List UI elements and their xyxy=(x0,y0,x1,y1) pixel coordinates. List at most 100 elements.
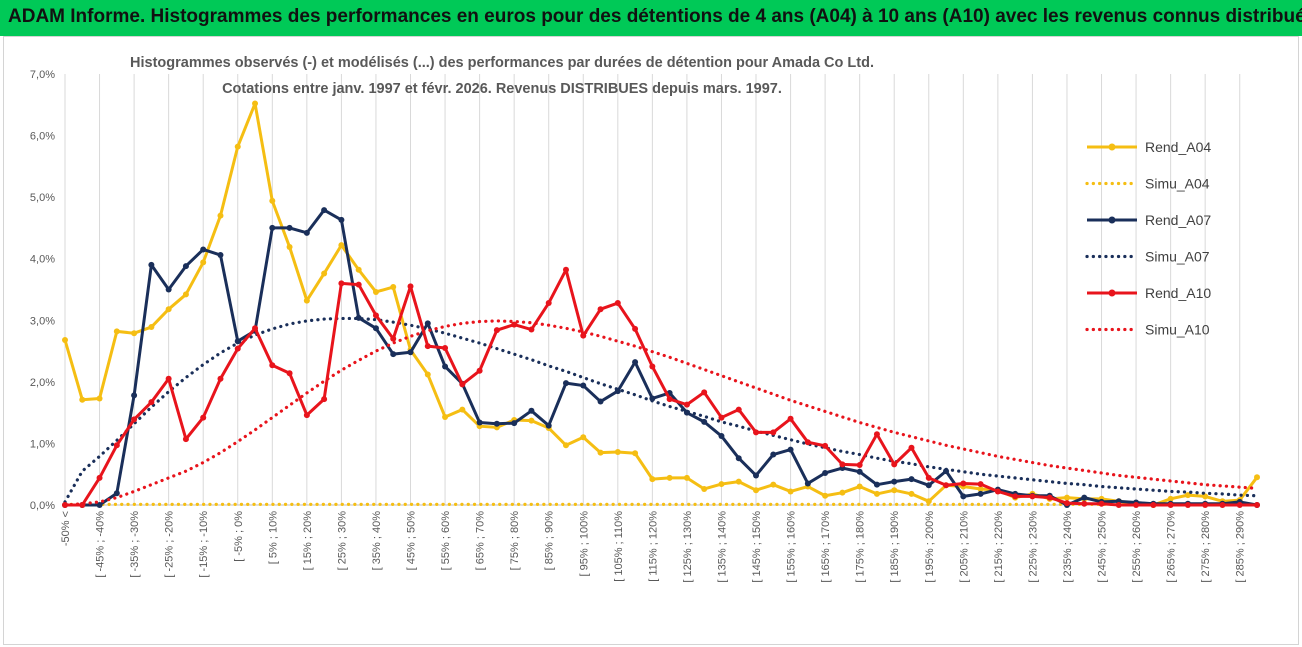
data-point-rend-a07 xyxy=(528,407,535,414)
data-point-rend-a07 xyxy=(580,382,587,389)
x-tick-label: [ 35% ; 40% xyxy=(371,511,383,571)
x-tick-label: [ 115% ; 120% xyxy=(647,511,659,582)
data-point-rend-a10 xyxy=(683,401,690,408)
x-tick-label: [ 45% ; 50% xyxy=(406,511,418,571)
data-point-rend-a10 xyxy=(424,343,431,350)
data-point-rend-a04 xyxy=(372,288,379,295)
data-point-rend-a10 xyxy=(597,306,604,313)
x-tick-label: [ -5% ; 0% xyxy=(233,511,245,562)
data-point-rend-a07 xyxy=(148,261,155,268)
data-point-rend-a10 xyxy=(718,414,725,421)
data-point-rend-a04 xyxy=(649,476,656,483)
data-point-rend-a04 xyxy=(873,490,880,497)
data-point-rend-a10 xyxy=(1150,502,1157,508)
data-point-rend-a04 xyxy=(753,487,760,494)
data-point-rend-a07 xyxy=(787,446,794,453)
data-point-rend-a10 xyxy=(960,480,967,487)
x-tick-label: -50% < xyxy=(60,511,72,546)
data-point-rend-a10 xyxy=(614,300,621,307)
data-point-rend-a10 xyxy=(511,321,518,328)
data-point-rend-a10 xyxy=(822,442,829,449)
x-tick-label: [ 175% ; 180% xyxy=(855,511,867,583)
data-point-rend-a04 xyxy=(1184,492,1191,499)
series-lines xyxy=(62,100,1260,508)
data-point-rend-a07 xyxy=(407,349,414,356)
data-point-rend-a04 xyxy=(908,490,915,497)
data-point-rend-a10 xyxy=(1254,502,1260,508)
x-tick-label: [ -35% ; -30% xyxy=(129,511,141,578)
data-point-rend-a04 xyxy=(286,244,293,251)
data-point-rend-a04 xyxy=(390,284,397,291)
data-point-rend-a07 xyxy=(269,224,276,231)
data-point-rend-a04 xyxy=(632,450,639,457)
x-tick-label: [ 255% ; 260% xyxy=(1131,511,1143,583)
data-point-rend-a04 xyxy=(925,498,932,505)
data-point-rend-a10 xyxy=(459,381,466,388)
data-point-rend-a07 xyxy=(873,481,880,488)
data-point-rend-a07 xyxy=(822,469,829,476)
x-tick-label: [ 185% ; 190% xyxy=(889,511,901,583)
data-point-rend-a07 xyxy=(960,493,967,500)
legend-marker-rend-a07 xyxy=(1108,216,1116,224)
data-point-rend-a10 xyxy=(217,375,224,382)
x-tick-label: [ 245% ; 250% xyxy=(1097,511,1109,583)
legend-marker-rend-a10 xyxy=(1108,289,1116,297)
data-point-rend-a10 xyxy=(1063,500,1070,507)
data-point-rend-a04 xyxy=(321,270,328,277)
data-point-rend-a07 xyxy=(925,482,932,489)
data-point-rend-a04 xyxy=(770,481,777,488)
data-point-rend-a04 xyxy=(718,481,725,488)
data-point-rend-a07 xyxy=(770,451,777,458)
data-point-rend-a07 xyxy=(476,419,483,426)
data-point-rend-a10 xyxy=(1167,502,1174,508)
data-point-rend-a04 xyxy=(131,330,138,337)
data-point-rend-a10 xyxy=(1219,502,1226,508)
data-point-rend-a07 xyxy=(545,422,552,429)
x-tick-label: [ 75% ; 80% xyxy=(509,511,521,571)
data-point-rend-a07 xyxy=(753,472,760,479)
data-point-rend-a10 xyxy=(148,399,155,406)
legend-label-simu-a10: Simu_A10 xyxy=(1145,322,1210,338)
x-tick-label: [ 65% ; 70% xyxy=(475,511,487,571)
data-point-rend-a10 xyxy=(182,436,189,443)
data-point-rend-a04 xyxy=(839,489,846,496)
data-point-rend-a10 xyxy=(355,281,362,288)
data-point-rend-a04 xyxy=(442,413,449,420)
data-point-rend-a10 xyxy=(908,444,915,451)
y-tick-label: 5,0% xyxy=(30,192,55,204)
data-point-rend-a10 xyxy=(1046,494,1053,501)
data-point-rend-a04 xyxy=(614,449,621,456)
data-point-rend-a10 xyxy=(96,474,103,481)
data-point-rend-a07 xyxy=(96,502,103,508)
data-point-rend-a10 xyxy=(1184,502,1191,508)
data-point-rend-a07 xyxy=(735,455,742,462)
data-point-rend-a10 xyxy=(701,389,708,396)
x-tick-label: [ 145% ; 150% xyxy=(751,511,763,583)
data-point-rend-a04 xyxy=(683,474,690,481)
x-tick-label: [ 165% ; 170% xyxy=(820,511,832,583)
data-point-rend-a04 xyxy=(787,488,794,495)
data-point-rend-a10 xyxy=(1029,493,1036,500)
y-tick-label: 0,0% xyxy=(30,500,55,512)
data-point-rend-a04 xyxy=(355,266,362,273)
x-tick-label: [ -45% ; -40% xyxy=(95,511,107,578)
performance-histogram-chart: 0,0% 1,0% 2,0% 3,0% 4,0% 5,0% 6,0% 7,0% -50% < [ … xyxy=(30,55,1260,583)
data-point-rend-a07 xyxy=(286,224,293,231)
data-point-rend-a04 xyxy=(1202,493,1209,500)
data-point-rend-a04 xyxy=(1254,474,1260,481)
data-point-rend-a07 xyxy=(372,325,379,332)
data-point-rend-a10 xyxy=(1115,502,1122,508)
data-point-rend-a10 xyxy=(113,442,120,449)
y-tick-label: 1,0% xyxy=(30,438,55,450)
data-point-rend-a07 xyxy=(804,480,811,487)
data-point-rend-a10 xyxy=(632,325,639,332)
x-tick-label: [ 215% ; 220% xyxy=(993,511,1005,583)
data-point-rend-a07 xyxy=(493,420,500,427)
x-tick-label: [ 5% ; 10% xyxy=(267,511,279,564)
data-point-rend-a07 xyxy=(1081,494,1088,501)
data-point-rend-a07 xyxy=(182,263,189,270)
x-tick-label: [ 205% ; 210% xyxy=(958,511,970,583)
data-point-rend-a07 xyxy=(718,433,725,440)
data-point-rend-a10 xyxy=(1012,493,1019,500)
data-point-rend-a10 xyxy=(200,414,207,421)
